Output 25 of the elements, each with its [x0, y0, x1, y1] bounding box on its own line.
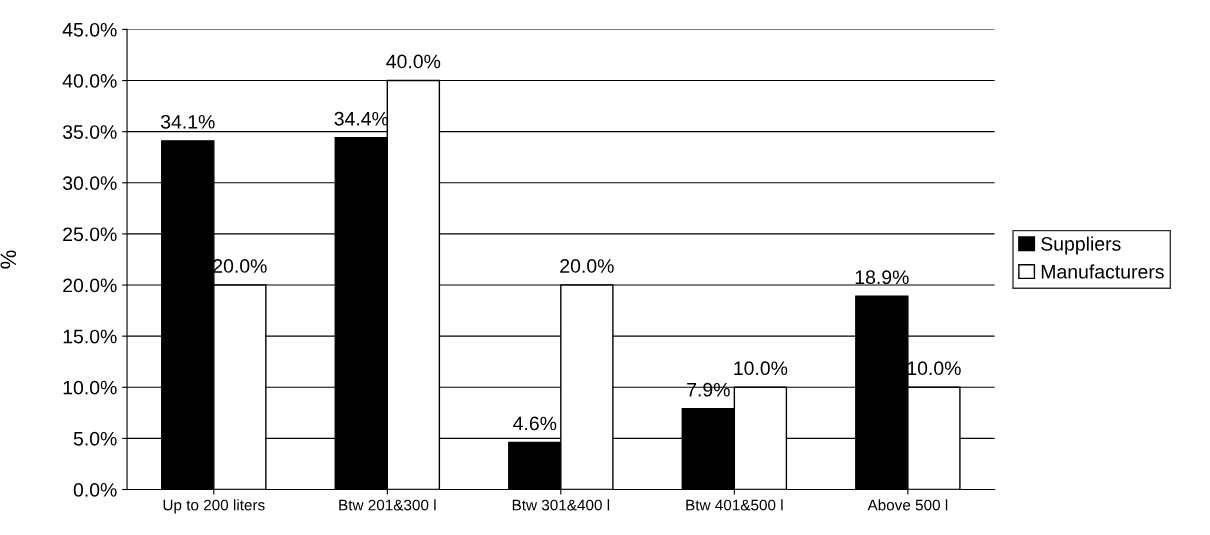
- y-tick-label: 25.0%: [63, 227, 117, 242]
- data-label: 34.4%: [334, 111, 389, 126]
- y-tick-label: 10.0%: [63, 380, 117, 395]
- y-tick-label: 45.0%: [62, 22, 117, 37]
- y-tick-label: 15.0%: [63, 329, 117, 344]
- data-label: 10.0%: [734, 361, 788, 376]
- legend-label: Manufacturers: [1041, 264, 1164, 279]
- x-tick-label: Btw 201&300 l: [339, 499, 436, 511]
- data-label: 34.1%: [160, 114, 215, 129]
- y-tick-label: 5.0%: [73, 431, 117, 446]
- x-tick-label: Above 500 l: [867, 499, 948, 511]
- data-label: 4.6%: [513, 416, 557, 431]
- x-tick-label: Btw 401&500 l: [686, 499, 783, 511]
- data-label: 40.0%: [386, 54, 441, 69]
- data-label: 18.9%: [855, 270, 909, 285]
- y-tick-label: 0.0%: [73, 482, 117, 497]
- y-axis-title: %: [0, 250, 17, 269]
- y-tick-label: 30.0%: [62, 176, 117, 191]
- data-label: 20.0%: [560, 259, 614, 273]
- legend-label: Suppliers: [1041, 236, 1121, 255]
- y-tick-label: 35.0%: [62, 125, 117, 139]
- x-tick-label: Btw 301&400 l: [512, 499, 610, 511]
- y-tick-label: 20.0%: [63, 278, 117, 293]
- y-tick-label: 40.0%: [62, 74, 117, 88]
- x-tick-label: Up to 200 liters: [163, 499, 265, 514]
